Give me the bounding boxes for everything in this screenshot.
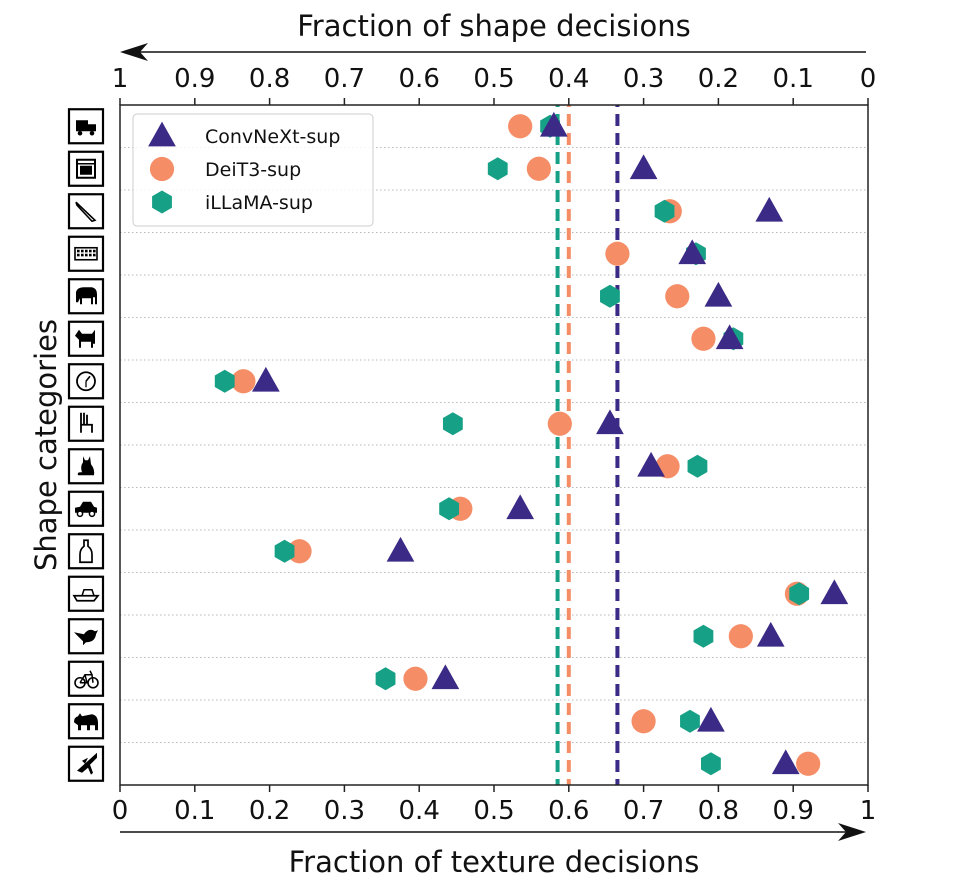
legend-marker-2 xyxy=(152,190,172,214)
data-point-1-7 xyxy=(547,411,572,436)
bottom-tick-label: 0.6 xyxy=(548,796,589,826)
bottom-tick-label: 1 xyxy=(860,796,877,826)
data-point-2-14 xyxy=(680,709,700,733)
truck-icon xyxy=(67,108,105,145)
cat-icon xyxy=(67,448,105,485)
data-point-0-5 xyxy=(715,324,744,350)
bottom-tick-label: 0.7 xyxy=(623,796,664,826)
top-tick-label: 0.7 xyxy=(324,64,365,94)
grid-lines xyxy=(120,147,868,743)
axis-ticks: 0 0.1 0.2 0.3 0.4 0.5 0.6 0.7 0.8 0.9 1 1 0.9 0.8 0.7 0… xyxy=(112,64,877,826)
legend-marker-0 xyxy=(148,121,176,147)
bear-icon xyxy=(67,703,105,740)
top-tick-label: 0 xyxy=(860,64,877,94)
bottom-axis-arrow xyxy=(120,823,866,841)
data-point-2-13 xyxy=(375,667,396,691)
data-point-1-15 xyxy=(796,751,821,776)
airplane-icon xyxy=(67,745,105,782)
bottom-tick-label: 0.9 xyxy=(773,796,814,826)
data-point-0-12 xyxy=(756,621,785,647)
top-tick-label: 0.5 xyxy=(473,64,514,94)
data-point-2-2 xyxy=(654,199,675,223)
data-point-1-3 xyxy=(605,241,630,266)
top-tick-label: 0.2 xyxy=(698,64,739,94)
data-point-2-6 xyxy=(214,369,235,393)
clock-icon xyxy=(67,363,105,400)
bottle-icon xyxy=(67,533,105,570)
top-tick-label: 0.1 xyxy=(773,64,814,94)
data-point-2-12 xyxy=(693,624,714,648)
data-point-1-6 xyxy=(231,369,256,394)
boat-icon xyxy=(67,575,105,612)
data-point-0-10 xyxy=(386,536,415,562)
data-point-0-3 xyxy=(678,239,707,265)
top-tick-label: 0.4 xyxy=(548,64,589,94)
data-point-0-7 xyxy=(596,409,624,435)
legend: ConvNeXt-sup DeiT3-sup iLLaMA-sup xyxy=(132,113,374,227)
chair-icon xyxy=(67,405,105,442)
bird-icon xyxy=(67,618,105,655)
y-axis-title: Shape categories xyxy=(29,319,63,571)
oven-icon xyxy=(67,150,105,187)
bottom-tick-label: 0.5 xyxy=(473,796,514,826)
elephant-icon xyxy=(67,278,105,315)
top-tick-label: 0.8 xyxy=(249,64,290,94)
data-point-2-7 xyxy=(442,412,463,436)
data-point-0-11 xyxy=(820,579,849,605)
legend-label-convnext: ConvNeXt-sup xyxy=(205,126,340,148)
data-point-0-4 xyxy=(704,281,733,307)
legend-box xyxy=(132,113,374,227)
top-tick-label: 0.3 xyxy=(623,64,664,94)
data-point-1-5 xyxy=(691,326,716,351)
data-point-2-1 xyxy=(487,157,508,181)
bottom-tick-label: 0 xyxy=(112,796,129,826)
knife-icon xyxy=(67,193,105,230)
data-points xyxy=(214,111,849,776)
bottom-axis-title: Fraction of texture decisions xyxy=(289,845,700,877)
top-axis-arrow xyxy=(120,43,866,61)
data-point-0-8 xyxy=(637,451,665,477)
data-point-0-0 xyxy=(539,111,568,137)
data-point-0-9 xyxy=(506,494,535,520)
legend-label-deit3: DeiT3-sup xyxy=(205,159,301,181)
data-point-0-6 xyxy=(252,366,280,392)
top-axis-title: Fraction of shape decisions xyxy=(297,9,691,43)
dog-icon xyxy=(67,320,105,357)
data-point-1-14 xyxy=(631,709,656,734)
bottom-tick-label: 0.3 xyxy=(324,796,365,826)
data-point-1-12 xyxy=(728,624,753,649)
data-point-0-13 xyxy=(431,664,460,690)
data-point-1-4 xyxy=(665,284,690,309)
data-point-0-1 xyxy=(629,154,658,180)
legend-marker-1 xyxy=(149,156,175,182)
data-point-2-15 xyxy=(701,752,721,776)
data-point-2-4 xyxy=(600,284,620,308)
bottom-tick-label: 0.4 xyxy=(399,796,440,826)
bottom-tick-label: 0.8 xyxy=(698,796,739,826)
car-icon xyxy=(67,490,105,527)
top-tick-label: 0.6 xyxy=(399,64,440,94)
top-tick-label: 0.9 xyxy=(174,64,215,94)
bottom-tick-label: 0.2 xyxy=(249,796,290,826)
mean-lines xyxy=(555,105,620,785)
bicycle-icon xyxy=(67,660,105,697)
data-point-0-15 xyxy=(771,749,800,775)
data-point-1-1 xyxy=(526,156,551,181)
data-point-1-0 xyxy=(508,114,533,139)
category-icons xyxy=(67,108,105,782)
top-tick-label: 1 xyxy=(112,64,129,94)
data-point-1-13 xyxy=(403,666,428,691)
keyboard-icon xyxy=(67,235,105,272)
data-point-2-9 xyxy=(439,497,460,521)
data-point-2-8 xyxy=(687,454,708,478)
data-point-2-11 xyxy=(789,582,810,606)
data-point-0-2 xyxy=(755,196,784,222)
legend-label-illama: iLLaMA-sup xyxy=(205,192,313,214)
data-point-2-10 xyxy=(274,539,295,563)
data-point-0-14 xyxy=(697,706,725,732)
bottom-tick-label: 0.1 xyxy=(174,796,215,826)
